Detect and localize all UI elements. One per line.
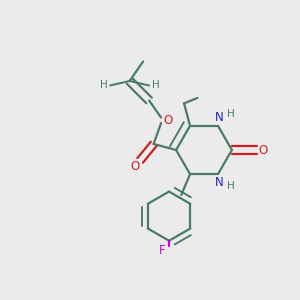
Text: N: N bbox=[215, 111, 224, 124]
Text: H: H bbox=[100, 80, 107, 91]
Text: N: N bbox=[215, 176, 224, 189]
Text: H: H bbox=[152, 80, 160, 91]
Text: O: O bbox=[130, 160, 139, 173]
Text: H: H bbox=[227, 109, 234, 119]
Text: O: O bbox=[163, 114, 172, 127]
Text: F: F bbox=[159, 244, 166, 257]
Text: O: O bbox=[259, 143, 268, 157]
Text: H: H bbox=[227, 181, 234, 191]
